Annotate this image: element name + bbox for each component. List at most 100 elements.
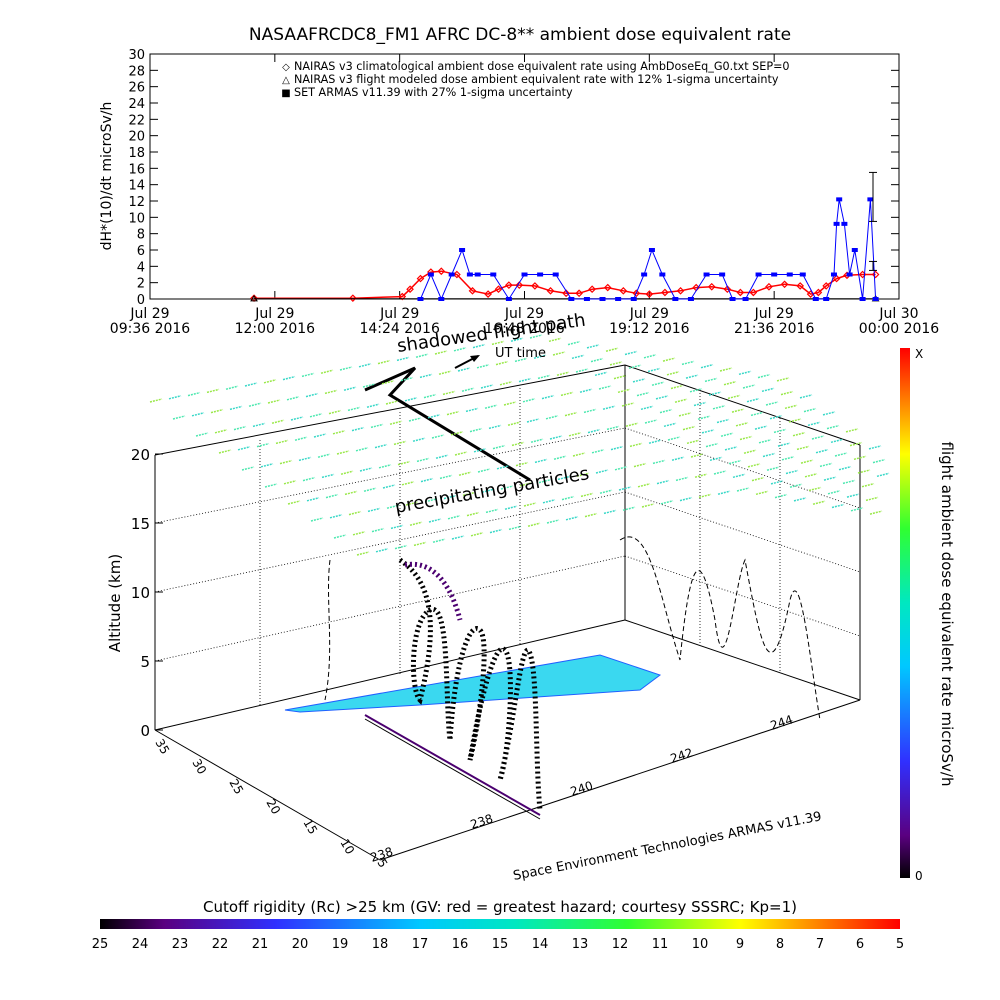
particle-mark [765,401,779,406]
colorbar-tick-label: 11 [652,937,669,952]
particle-mark [720,432,734,437]
particle-mark [698,493,712,499]
particle-mark [567,340,581,346]
particle-mark [754,425,768,430]
particle-mark [857,469,871,474]
particle-mark [348,510,362,516]
particle-mark [451,535,465,540]
particle-mark [434,350,448,355]
particle-mark [519,482,533,487]
particle-mark [792,431,806,437]
nairas-climatological-point [661,288,669,297]
particle-mark [823,476,837,481]
right-colorbar-label: flight ambient dose equivalent rate micr… [938,442,956,787]
particle-mark [404,397,418,402]
particle-mark [701,429,715,434]
armas-point [537,272,544,277]
y-tick-label: 14 [128,179,145,194]
particle-mark [822,411,836,416]
particle-mark [477,468,491,473]
armas-point [771,272,778,277]
particle-mark [461,387,475,392]
particle-mark [849,441,863,447]
particle-mark [784,404,798,410]
particle-mark [503,401,517,406]
particle-mark [556,371,570,376]
armas-point [427,272,434,277]
particle-mark [237,446,251,451]
particle-mark [412,437,426,442]
legend-symbol: ◇ [282,62,290,73]
armas-point [872,297,879,301]
altitude-axis-label: Altitude (km) [106,554,124,652]
particle-mark [359,467,373,472]
particle-mark [788,418,802,423]
armas-point [719,272,726,277]
particle-mark [514,357,528,363]
armas-point [648,248,655,252]
particle-mark [394,544,408,550]
particle-mark [309,413,323,418]
armas-point [505,297,512,301]
latitude-tick-label: 30 [189,757,209,777]
particle-mark [534,458,548,464]
particle-mark [738,370,752,376]
armas-point [841,221,848,226]
particle-mark [803,407,817,413]
y-tick-label: 24 [128,97,145,112]
particle-mark [367,507,381,513]
y-tick-label: 30 [128,48,145,63]
particle-mark [728,459,742,465]
top-legend: ◇ NAIRAS v3 climatological ambient dose e… [281,60,789,99]
particle-mark [793,497,807,502]
nairas-climatological-point [723,285,732,294]
particle-mark [492,444,506,450]
particle-mark [301,372,315,378]
particle-mark [557,475,571,481]
particle-mark [351,426,365,432]
particle-mark [552,351,566,356]
particle-mark [537,374,551,380]
particle-mark [275,439,289,445]
particle-mark [352,531,366,536]
particle-mark [229,405,243,411]
particle-mark [400,376,414,382]
armas-point [417,297,424,301]
nairas-climatological-point [645,290,654,298]
particle-mark [590,357,604,363]
particle-mark [799,394,813,399]
latitude-tick-label: 35 [152,737,172,757]
bottom-colorbar-ticks: 25 24 23 22 21 20 19 18 17 16 15 14 13 12 11 10 9 8 7 6 5 [92,937,904,952]
bottom-colorbar [100,919,900,929]
y-tick-label: 10 [128,211,145,226]
particle-mark [408,417,422,422]
particle-mark [363,487,377,492]
particle-mark [332,430,346,435]
particle-mark [766,466,780,471]
particle-mark [579,388,593,393]
x-tick-label-time: 12:00 2016 [235,321,316,337]
particle-mark [423,393,437,399]
colorbar-tick-label: 20 [292,937,309,952]
particle-mark [648,439,662,444]
particle-mark [617,388,631,394]
particle-mark [225,385,239,390]
particle-mark [324,389,338,395]
colorbar-tick-label: 5 [896,937,904,952]
particle-mark [290,416,304,421]
particle-mark [446,410,460,416]
wall-projection [619,536,821,721]
nairas-climatological-point [676,286,685,295]
particle-mark [583,408,597,414]
particle-mark [571,354,585,360]
altitude-tick-label: 20 [131,446,150,464]
nairas-climatological-point [871,270,880,279]
particle-mark [565,516,579,521]
particle-mark [723,380,737,386]
particle-mark [776,377,790,382]
particle-mark [584,512,598,518]
wall-projection-left [324,559,331,701]
particle-mark [527,522,541,527]
particle-mark [439,474,453,480]
